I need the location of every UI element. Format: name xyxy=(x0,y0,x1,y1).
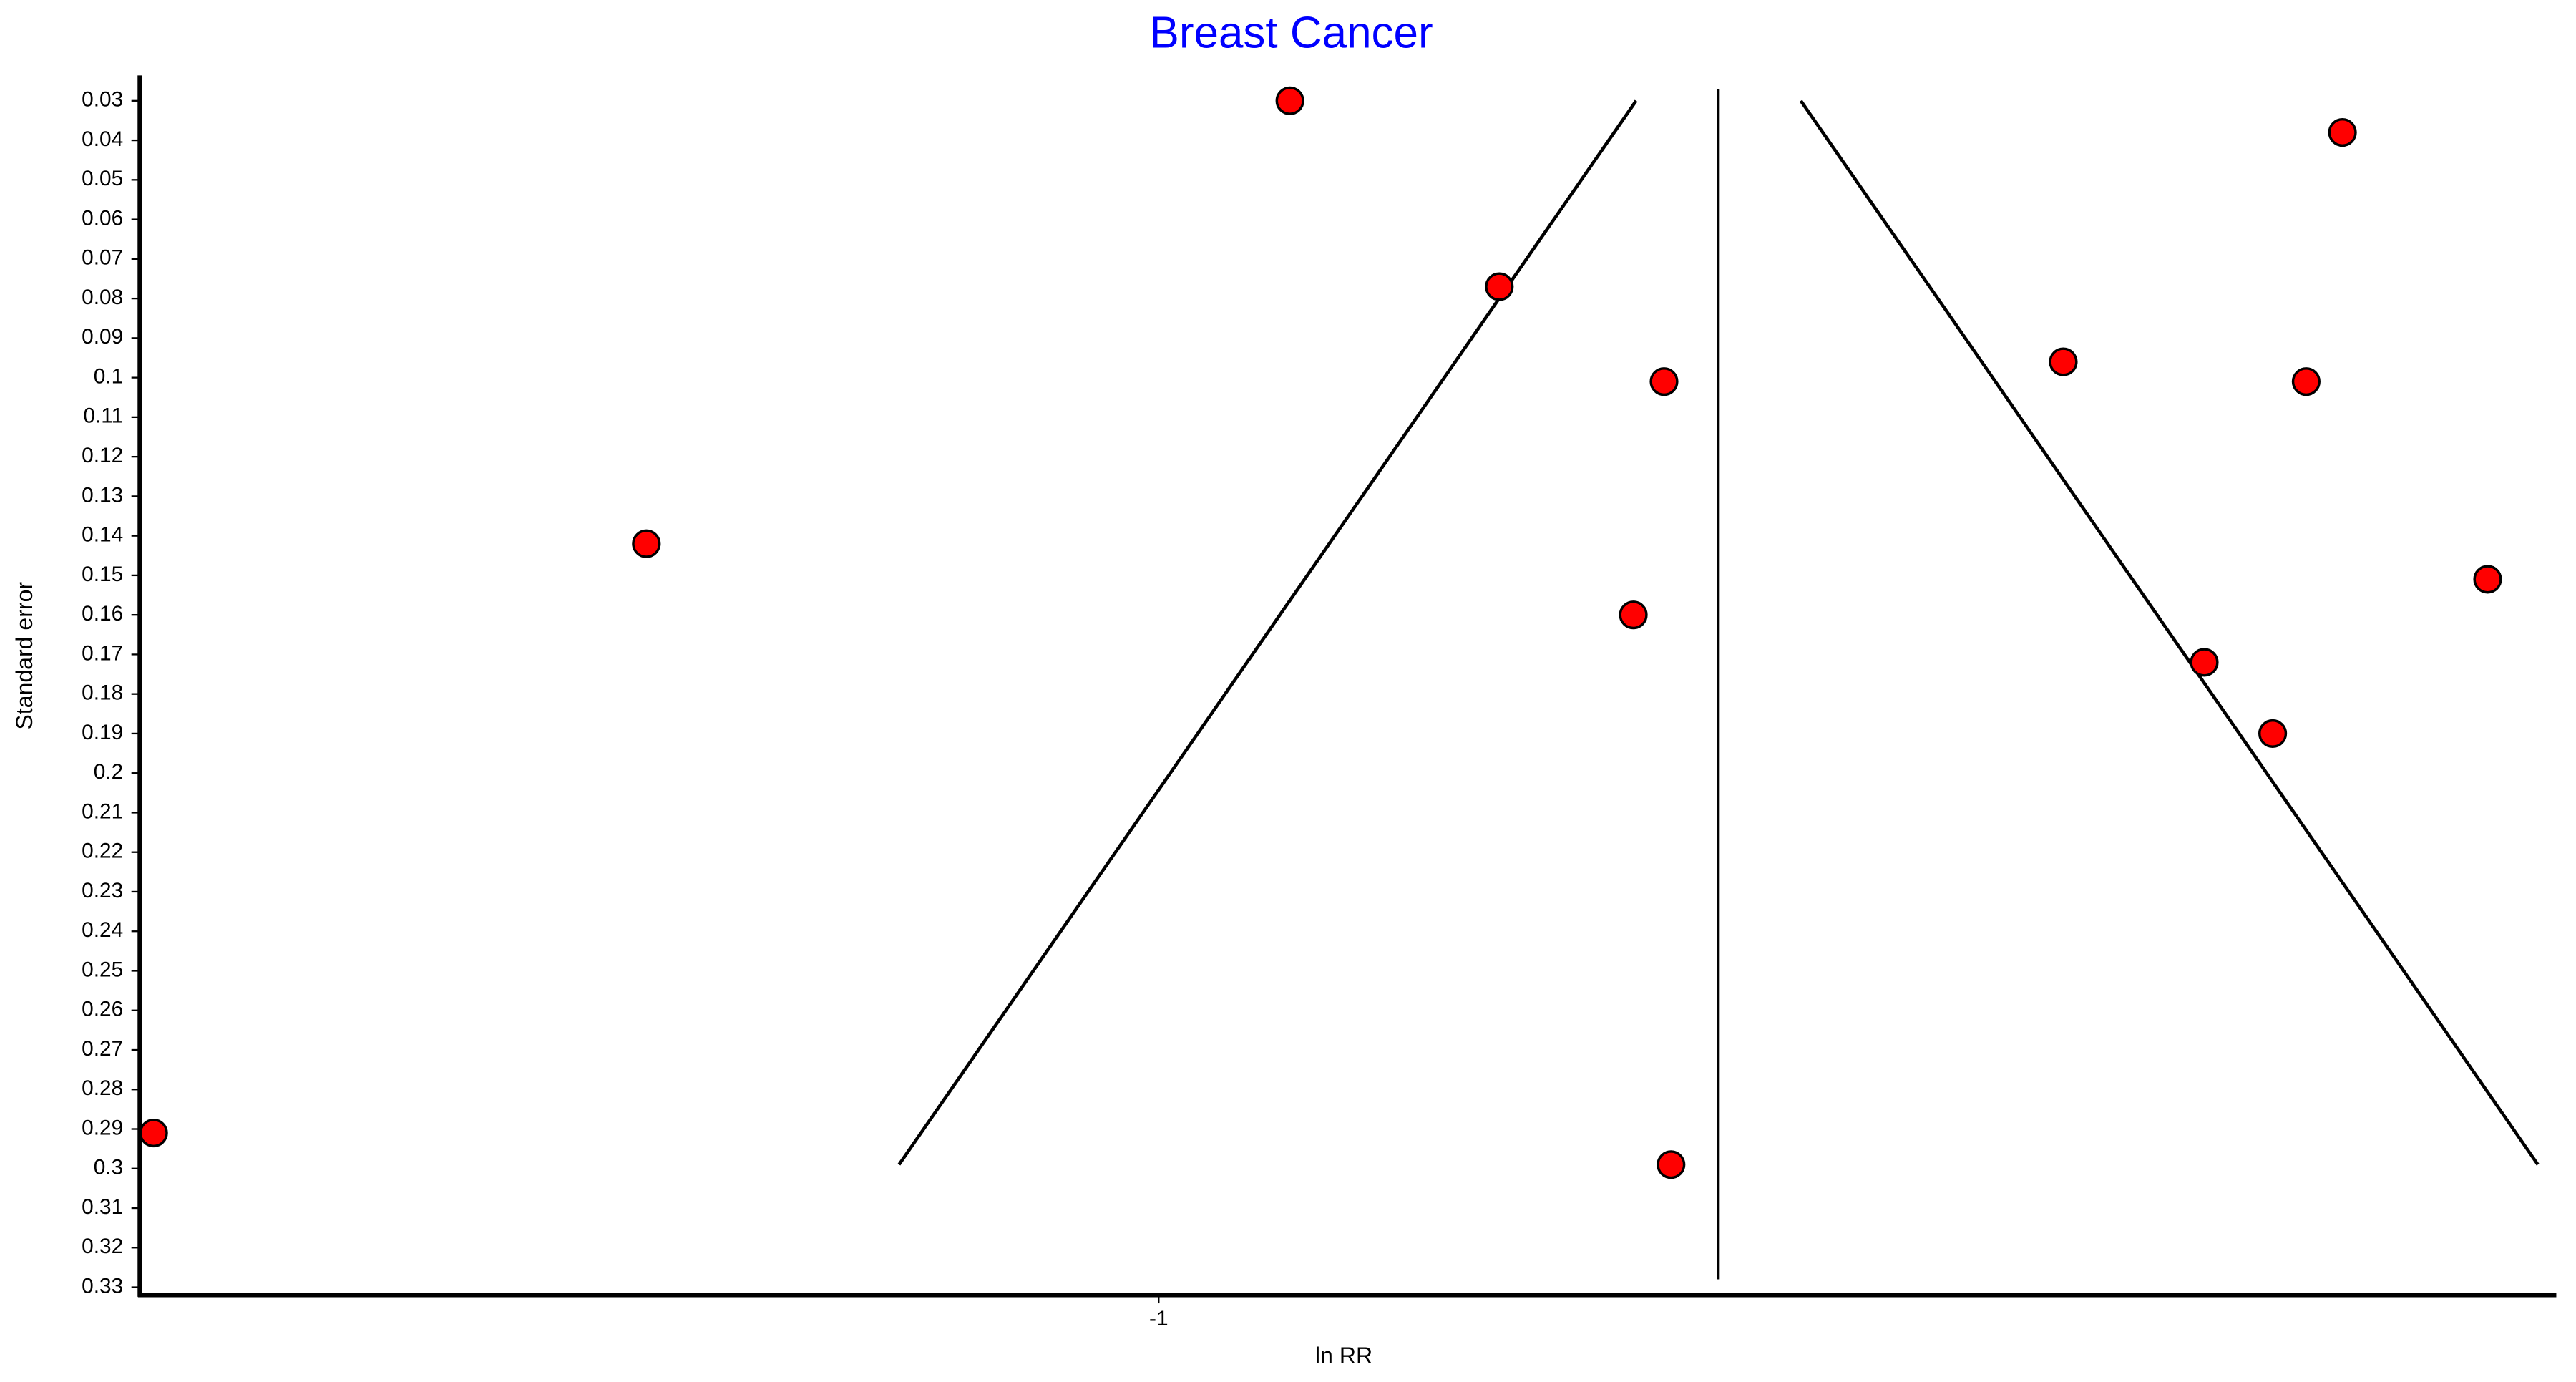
y-tick-label: 0.1 xyxy=(94,365,123,389)
y-tick-label: 0.11 xyxy=(83,404,123,428)
funnel-line xyxy=(1799,99,2540,1166)
x-tick-label: -1 xyxy=(1149,1307,1169,1330)
y-tick-label: 0.12 xyxy=(82,444,123,467)
y-axis-label: Standard error xyxy=(11,582,37,730)
point xyxy=(632,529,661,558)
y-tick-label: 0.03 xyxy=(82,88,123,112)
y-tick-label: 0.21 xyxy=(82,799,123,823)
y-tick-label: 0.07 xyxy=(82,246,123,270)
x-axis-label: ln RR xyxy=(1315,1343,1372,1368)
y-tick-label: 0.17 xyxy=(82,641,123,665)
y-tick-label: 0.09 xyxy=(82,325,123,349)
y-tick-label: 0.18 xyxy=(82,681,123,705)
y-tick-label: 0.06 xyxy=(82,206,123,230)
funnel-line xyxy=(897,99,1638,1166)
y-tick-label: 0.25 xyxy=(82,958,123,981)
y-tick-label: 0.08 xyxy=(82,286,123,309)
y-tick-label: 0.14 xyxy=(82,523,123,547)
y-tick-label: 0.29 xyxy=(82,1116,123,1139)
y-tick-label: 0.05 xyxy=(82,167,123,190)
y-tick-label: 0.32 xyxy=(82,1235,123,1258)
point xyxy=(1657,1150,1686,1179)
y-tick-label: 0.22 xyxy=(82,840,123,863)
point xyxy=(2291,367,2321,396)
y-tick-label: 0.28 xyxy=(82,1076,123,1100)
point xyxy=(2258,719,2288,748)
point xyxy=(2049,347,2078,376)
y-tick-label: 0.31 xyxy=(82,1195,123,1219)
point xyxy=(2190,648,2219,677)
y-tick-label: 0.3 xyxy=(94,1156,123,1179)
y-tick-label: 0.33 xyxy=(82,1274,123,1298)
y-tick-label: 0.15 xyxy=(82,563,123,586)
y-tick-label: 0.23 xyxy=(82,879,123,902)
chart-title: Breast Cancer xyxy=(1150,9,1433,58)
point xyxy=(2473,565,2502,594)
point xyxy=(1649,367,1679,396)
y-tick-label: 0.27 xyxy=(82,1037,123,1061)
y-tick-label: 0.13 xyxy=(82,483,123,507)
point xyxy=(1485,272,1514,301)
point xyxy=(1619,600,1648,630)
y-tick-label: 0.26 xyxy=(82,998,123,1021)
y-tick-label: 0.19 xyxy=(82,721,123,744)
y-tick-label: 0.04 xyxy=(82,127,123,151)
y-tick-label: 0.16 xyxy=(82,602,123,626)
point xyxy=(139,1118,168,1148)
point xyxy=(1275,86,1304,115)
y-tick-label: 0.24 xyxy=(82,918,123,942)
y-tick-label: 0.2 xyxy=(94,760,123,784)
point xyxy=(2328,117,2357,147)
